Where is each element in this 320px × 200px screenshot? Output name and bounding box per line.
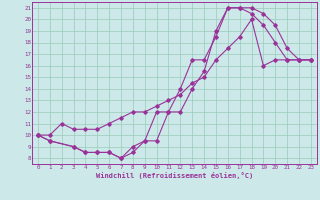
X-axis label: Windchill (Refroidissement éolien,°C): Windchill (Refroidissement éolien,°C) <box>96 172 253 179</box>
